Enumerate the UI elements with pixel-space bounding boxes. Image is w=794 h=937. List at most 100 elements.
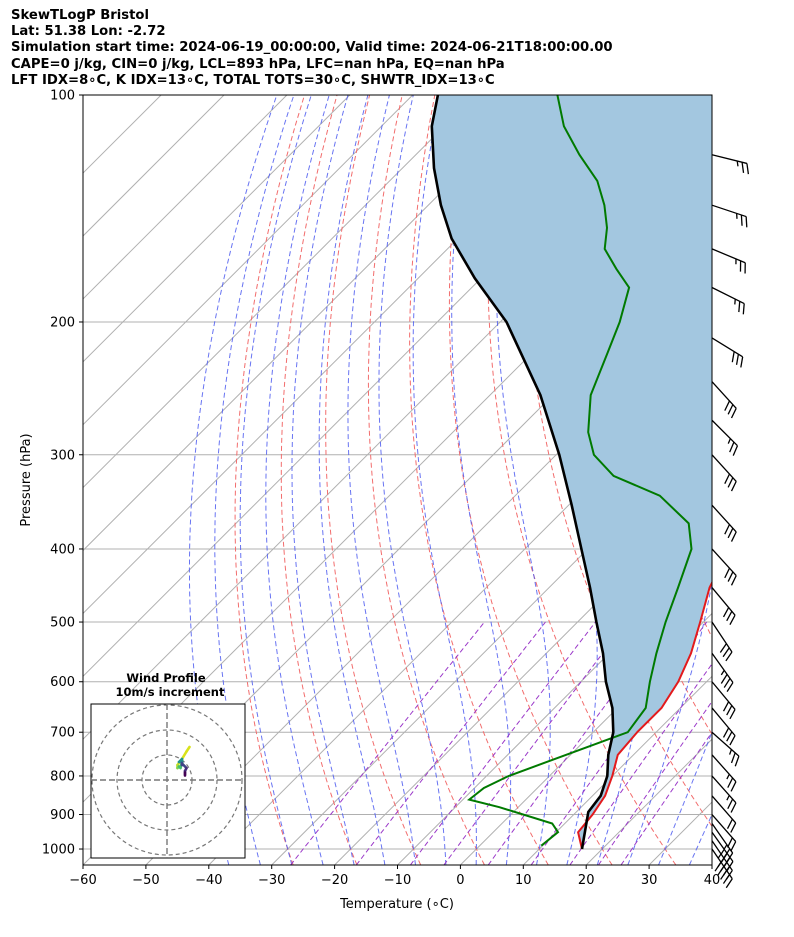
wind-barb — [711, 814, 737, 852]
moist-adiabat — [291, 95, 355, 865]
wind-barb — [711, 731, 740, 767]
hodo-segment — [180, 750, 188, 761]
x-tick-label: 0 — [456, 873, 464, 888]
isotherm — [83, 95, 539, 552]
wind-barb — [711, 286, 745, 315]
wind-barb — [711, 419, 739, 456]
y-tick-label: 200 — [50, 315, 75, 330]
moist-adiabat — [265, 95, 330, 865]
mixing-ratio-line — [530, 621, 708, 865]
dry-adiabat — [524, 95, 712, 828]
dry-adiabat — [487, 95, 677, 865]
moist-adiabat — [239, 95, 312, 865]
wind-barb — [711, 504, 737, 542]
dry-adiabat — [325, 95, 422, 865]
mixing-ratio-line — [620, 731, 712, 865]
inset-subtitle: 10m/s increment — [116, 685, 225, 699]
y-tick-label: 100 — [50, 89, 75, 104]
wind-barb — [711, 337, 744, 368]
moist-adiabat — [627, 95, 712, 865]
dry-adiabat — [367, 95, 485, 865]
moist-adiabat — [214, 95, 295, 865]
moist-adiabat — [658, 730, 712, 865]
x-tick-label: −10 — [384, 873, 411, 888]
title-line-4: CAPE=0 j/kg, CIN=0 j/kg, LCL=893 hPa, LF… — [11, 57, 505, 72]
x-tick-label: 10 — [515, 873, 532, 888]
x-tick-label: −40 — [195, 873, 222, 888]
isotherm — [397, 549, 712, 865]
isotherm — [83, 95, 414, 426]
x-axis-label: Temperature (∘C) — [339, 897, 454, 912]
wind-barb — [711, 587, 736, 625]
wind-barbs — [711, 154, 750, 889]
y-tick-label: 800 — [50, 769, 75, 784]
mixing-ratio-line — [290, 621, 485, 865]
wind-barb — [711, 454, 737, 492]
isotherm — [460, 612, 712, 865]
dry-adiabat — [234, 95, 305, 865]
axes: −60 −50 −40 −30 −20 −10 0 10 20 30 40 100 200 300 400 5… — [42, 89, 720, 889]
x-tick-label: 20 — [578, 873, 595, 888]
y-tick-label: 1000 — [42, 843, 75, 858]
cin-shaded-area — [431, 95, 712, 849]
y-axis-label: Pressure (hPa) — [19, 433, 34, 526]
moist-adiabat — [188, 95, 278, 865]
inset-title: Wind Profile — [126, 671, 206, 685]
moist-adiabat — [318, 95, 386, 865]
isotherm — [711, 864, 712, 865]
plot-area — [83, 95, 794, 865]
title-line-2: Lat: 51.38 Lon: -2.72 — [11, 24, 166, 39]
x-tick-label: 30 — [641, 873, 658, 888]
y-tick-label: 600 — [50, 675, 75, 690]
wind-barb — [711, 652, 734, 692]
moist-adiabat — [347, 95, 416, 865]
y-tick-label: 400 — [50, 542, 75, 557]
mixing-ratio-line — [597, 700, 712, 865]
y-tick-label: 500 — [50, 616, 75, 631]
wind-barb — [711, 381, 737, 419]
dewpoint-line — [466, 95, 693, 847]
wind-barb — [711, 754, 737, 792]
dry-adiabat — [448, 95, 613, 865]
isotherm — [145, 298, 712, 865]
wind-barb — [711, 681, 736, 720]
x-tick-label: −20 — [321, 873, 348, 888]
isotherm — [83, 95, 476, 489]
mixing-ratio-line — [409, 621, 596, 865]
isotherm — [334, 486, 712, 865]
dry-adiabat — [409, 95, 549, 865]
title-line-3: Simulation start time: 2024-06-19_00:00:… — [11, 40, 613, 55]
moist-adiabat — [378, 95, 447, 865]
wind-barb — [711, 707, 736, 746]
title-line-5: LFT IDX=8∘C, K IDX=13∘C, TOTAL TOTS=30∘C… — [11, 73, 495, 88]
isotherm — [83, 95, 225, 237]
x-tick-label: −60 — [69, 873, 96, 888]
mixing-ratio-line — [443, 621, 627, 865]
moist-adiabat — [412, 95, 477, 865]
title-line-1: SkewTLogP Bristol — [11, 8, 150, 23]
wind-barb — [711, 248, 746, 274]
wind-barb — [711, 548, 737, 586]
y-tick-label: 900 — [50, 808, 75, 823]
x-tick-label: −50 — [132, 873, 159, 888]
dry-adiabat — [761, 95, 794, 865]
isotherm — [83, 95, 288, 300]
wind-barb — [711, 795, 737, 833]
wind-barb — [711, 775, 737, 813]
dry-adiabat — [728, 95, 794, 865]
wind-barb — [711, 621, 733, 662]
wind-profile-inset: Wind Profile 10m/s increment — [90, 671, 246, 859]
x-tick-label: −30 — [258, 873, 285, 888]
y-tick-label: 700 — [50, 726, 75, 741]
mixing-ratio-line — [355, 621, 546, 865]
temperature-line — [577, 580, 712, 850]
isotherm — [522, 675, 712, 865]
isotherm — [83, 95, 351, 363]
wind-barb — [711, 154, 750, 175]
x-tick-label: 40 — [704, 873, 721, 888]
parcel-line — [430, 95, 615, 850]
dry-adiabat — [280, 95, 358, 865]
wind-barb — [711, 204, 748, 228]
y-tick-label: 300 — [50, 448, 75, 463]
